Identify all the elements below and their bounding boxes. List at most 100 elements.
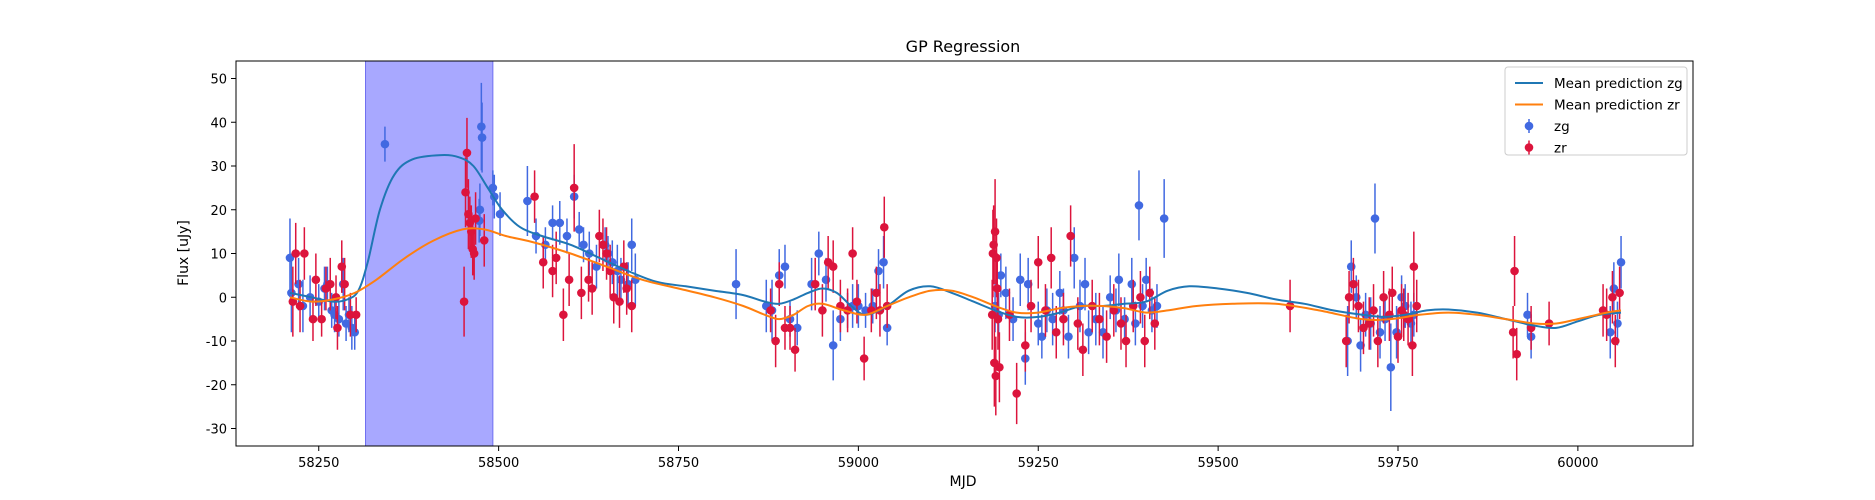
data-point bbox=[993, 314, 1003, 324]
data-point bbox=[538, 257, 548, 267]
data-point bbox=[1037, 332, 1047, 341]
legend-label: Mean prediction zg bbox=[1554, 76, 1683, 92]
data-point bbox=[333, 323, 342, 333]
data-point bbox=[1105, 292, 1115, 302]
legend-swatch bbox=[1524, 121, 1534, 131]
legend-box bbox=[1504, 66, 1688, 156]
data-point bbox=[1136, 292, 1145, 302]
data-point bbox=[774, 279, 784, 289]
data-point bbox=[602, 249, 611, 258]
data-point bbox=[1346, 262, 1356, 271]
x-tick-label: 59000 bbox=[838, 456, 879, 471]
data-point bbox=[340, 279, 349, 289]
data-point bbox=[1610, 336, 1620, 346]
x-tick-label: 59250 bbox=[1018, 456, 1059, 471]
data-point bbox=[859, 354, 869, 363]
data-point bbox=[1020, 341, 1030, 350]
data-point bbox=[1033, 257, 1043, 267]
data-point bbox=[562, 231, 572, 241]
data-point bbox=[351, 310, 361, 320]
data-point bbox=[564, 275, 574, 285]
data-point bbox=[1387, 288, 1397, 298]
data-point bbox=[530, 192, 539, 201]
data-point bbox=[1001, 288, 1011, 298]
y-tick-label: 40 bbox=[210, 116, 227, 131]
y-tick-label: -30 bbox=[206, 423, 227, 438]
data-point bbox=[587, 284, 597, 293]
data-point bbox=[1131, 319, 1140, 328]
legend-swatch bbox=[1524, 143, 1534, 152]
mean-prediction-line-1 bbox=[289, 227, 1622, 326]
data-point bbox=[1605, 327, 1615, 337]
data-point bbox=[1055, 288, 1065, 298]
data-point bbox=[495, 209, 505, 219]
data-point bbox=[1015, 275, 1025, 285]
y-tick-label: 50 bbox=[210, 73, 227, 88]
data-point bbox=[325, 279, 335, 289]
data-point bbox=[1510, 266, 1519, 276]
x-tick-label: 58250 bbox=[298, 456, 339, 471]
data-point bbox=[577, 288, 586, 298]
data-point bbox=[1512, 349, 1522, 359]
y-axis: -30 -20 -10 0 10 20 30 40 50 bbox=[206, 73, 236, 438]
data-point bbox=[1616, 257, 1626, 267]
data-point bbox=[523, 196, 532, 206]
data-point bbox=[821, 275, 831, 285]
data-point bbox=[852, 297, 862, 306]
data-point bbox=[879, 222, 889, 232]
data-point bbox=[1051, 327, 1061, 337]
data-point bbox=[1408, 341, 1417, 350]
y-tick-label: -20 bbox=[206, 379, 227, 394]
legend-label: zg bbox=[1554, 119, 1570, 135]
data-point bbox=[879, 257, 888, 267]
data-point bbox=[731, 279, 741, 289]
data-point bbox=[380, 139, 390, 149]
data-point bbox=[317, 314, 326, 324]
data-point bbox=[469, 249, 479, 258]
data-point bbox=[1344, 292, 1354, 302]
data-point bbox=[622, 284, 631, 293]
data-point bbox=[1033, 319, 1043, 328]
y-tick-label: -10 bbox=[206, 335, 227, 350]
data-point bbox=[790, 345, 800, 355]
data-point bbox=[1608, 292, 1617, 302]
data-point bbox=[1379, 292, 1388, 302]
data-point bbox=[996, 271, 1006, 280]
data-point bbox=[1615, 288, 1624, 298]
data-point bbox=[1369, 306, 1378, 315]
data-point bbox=[627, 240, 637, 250]
data-point bbox=[1141, 275, 1151, 285]
data-point bbox=[780, 262, 790, 271]
data-point bbox=[1134, 201, 1144, 210]
x-tick-label: 58500 bbox=[478, 456, 519, 471]
data-point bbox=[828, 262, 838, 271]
data-point bbox=[1073, 319, 1083, 328]
data-point bbox=[1078, 345, 1088, 355]
chart-title: GP Regression bbox=[906, 37, 1021, 56]
data-point bbox=[584, 275, 593, 285]
data-point bbox=[471, 214, 480, 223]
data-point bbox=[1059, 314, 1068, 324]
data-point bbox=[595, 231, 604, 241]
data-point bbox=[1393, 332, 1403, 341]
data-point bbox=[874, 266, 883, 276]
data-point bbox=[1364, 319, 1374, 328]
data-point bbox=[1349, 279, 1358, 289]
data-point bbox=[295, 301, 305, 311]
data-point bbox=[1116, 319, 1126, 328]
data-point bbox=[477, 133, 487, 142]
data-point bbox=[1613, 319, 1622, 328]
data-point bbox=[1046, 253, 1056, 263]
data-point bbox=[1102, 332, 1111, 341]
data-point bbox=[818, 306, 827, 315]
y-tick-label: 20 bbox=[210, 204, 227, 219]
data-point bbox=[579, 240, 588, 250]
data-point bbox=[1069, 253, 1079, 263]
y-tick-label: 30 bbox=[210, 160, 227, 175]
y-tick-label: 0 bbox=[219, 291, 227, 306]
data-point bbox=[1114, 275, 1124, 285]
data-point bbox=[559, 310, 568, 320]
series-zr bbox=[288, 117, 1624, 425]
data-point bbox=[350, 327, 360, 337]
